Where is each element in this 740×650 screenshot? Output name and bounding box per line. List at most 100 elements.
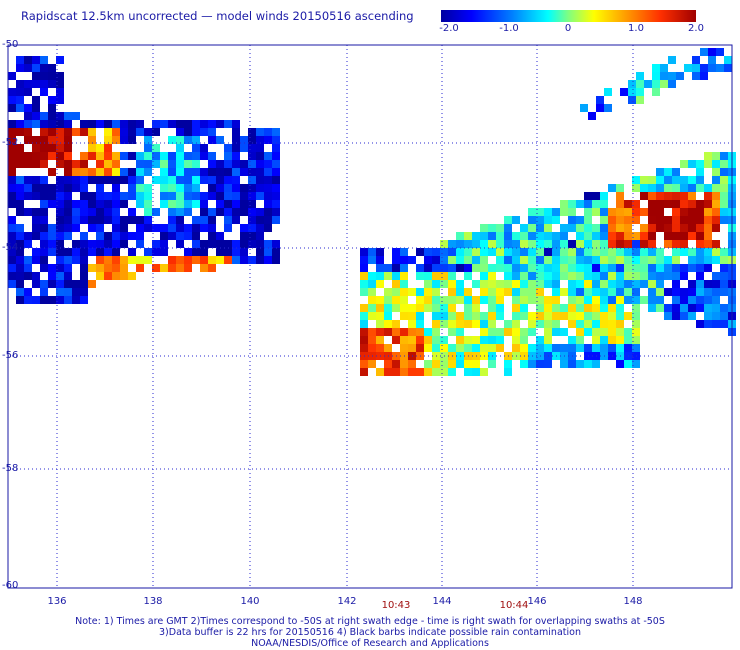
wind-cell <box>448 304 456 312</box>
wind-cell <box>24 176 32 184</box>
wind-cell <box>424 272 432 280</box>
wind-cell <box>152 120 160 128</box>
wind-cell <box>616 288 624 296</box>
wind-cell <box>560 240 568 248</box>
wind-cell <box>552 304 560 312</box>
wind-cell <box>360 368 368 376</box>
wind-cell <box>368 272 376 280</box>
wind-cell <box>648 176 656 184</box>
wind-cell <box>672 304 680 312</box>
wind-cell <box>584 312 592 320</box>
wind-cell <box>48 264 56 272</box>
wind-cell <box>80 168 88 176</box>
wind-cell <box>672 216 680 224</box>
wind-cell <box>652 88 660 96</box>
wind-cell <box>544 232 552 240</box>
wind-cell <box>264 256 272 264</box>
wind-cell <box>656 248 664 256</box>
wind-cell <box>568 240 576 248</box>
wind-cell <box>136 264 144 272</box>
colorbar-label-zero: 0 <box>564 23 572 34</box>
wind-cell <box>712 280 720 288</box>
wind-cell <box>648 280 656 288</box>
wind-cell <box>136 200 144 208</box>
wind-cell <box>720 272 728 280</box>
wind-cell <box>168 176 176 184</box>
wind-cell <box>536 336 544 344</box>
wind-cell <box>536 320 544 328</box>
wind-cell <box>488 360 496 368</box>
wind-cell <box>72 128 80 136</box>
wind-cell <box>8 280 16 288</box>
wind-cell <box>600 296 608 304</box>
wind-cell <box>192 176 200 184</box>
wind-cell <box>184 184 192 192</box>
wind-cell <box>256 192 264 200</box>
wind-cell <box>704 160 712 168</box>
wind-cell <box>536 208 544 216</box>
wind-cell <box>232 208 240 216</box>
wind-cell <box>704 296 712 304</box>
wind-cell <box>700 72 708 80</box>
wind-cell <box>720 320 728 328</box>
wind-cell <box>688 192 696 200</box>
wind-cell <box>504 360 512 368</box>
wind-cell <box>88 216 96 224</box>
wind-cell <box>40 56 48 64</box>
wind-cell <box>64 264 72 272</box>
wind-cell <box>264 224 272 232</box>
wind-cell <box>448 256 456 264</box>
wind-cell <box>592 288 600 296</box>
wind-cell <box>208 168 216 176</box>
wind-cell <box>104 208 112 216</box>
wind-cell <box>408 288 416 296</box>
wind-cell <box>216 248 224 256</box>
wind-cell <box>456 312 464 320</box>
wind-cell <box>8 264 16 272</box>
wind-cell <box>368 312 376 320</box>
wind-cell <box>696 304 704 312</box>
wind-cell <box>632 280 640 288</box>
wind-cell <box>720 152 728 160</box>
wind-cell <box>536 264 544 272</box>
wind-cell <box>636 96 644 104</box>
wind-cell <box>432 368 440 376</box>
wind-cell <box>144 160 152 168</box>
wind-cell <box>424 264 432 272</box>
wind-cell <box>696 200 704 208</box>
wind-cell <box>676 72 684 80</box>
wind-cell <box>688 304 696 312</box>
wind-cell <box>664 304 672 312</box>
wind-cell <box>616 328 624 336</box>
wind-cell <box>16 296 24 304</box>
wind-cell <box>232 152 240 160</box>
wind-cell <box>464 288 472 296</box>
wind-cell <box>248 208 256 216</box>
wind-cell <box>56 272 64 280</box>
wind-cell <box>224 184 232 192</box>
wind-cell <box>264 128 272 136</box>
wind-cell <box>456 336 464 344</box>
wind-cell <box>608 264 616 272</box>
wind-cell <box>716 64 724 72</box>
wind-cell <box>720 176 728 184</box>
wind-cell <box>152 240 160 248</box>
wind-cell <box>408 312 416 320</box>
wind-cell <box>528 248 536 256</box>
wind-cell <box>504 328 512 336</box>
wind-cell <box>448 240 456 248</box>
wind-cell <box>152 176 160 184</box>
wind-cell <box>520 224 528 232</box>
wind-cell <box>16 192 24 200</box>
wind-cell <box>624 240 632 248</box>
wind-cell <box>592 240 600 248</box>
wind-cell <box>584 200 592 208</box>
wind-cell <box>120 120 128 128</box>
wind-cell <box>440 280 448 288</box>
wind-cell <box>136 216 144 224</box>
wind-cell <box>176 176 184 184</box>
wind-cell <box>640 272 648 280</box>
wind-cell <box>536 296 544 304</box>
wind-cell <box>536 216 544 224</box>
wind-cell <box>712 320 720 328</box>
